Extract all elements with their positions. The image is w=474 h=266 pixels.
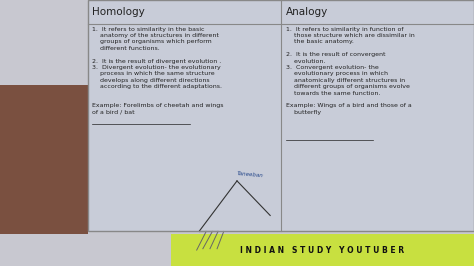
FancyBboxPatch shape	[171, 234, 474, 266]
FancyBboxPatch shape	[0, 85, 88, 234]
FancyBboxPatch shape	[88, 0, 474, 231]
Text: 1.  It refers to similarity in function of
    those structure which are dissimi: 1. It refers to similarity in function o…	[285, 27, 414, 115]
Text: Taneeban: Taneeban	[237, 171, 264, 178]
Text: I N D I A N   S T U D Y   Y O U T U B E R: I N D I A N S T U D Y Y O U T U B E R	[240, 246, 404, 255]
Text: 1.  It refers to similarity in the basic
    anatomy of the structures in differ: 1. It refers to similarity in the basic …	[92, 27, 224, 115]
Bar	[88, 0, 474, 231]
Text: Homology: Homology	[92, 7, 145, 17]
FancyBboxPatch shape	[88, 0, 474, 24]
Text: Analogy: Analogy	[285, 7, 328, 17]
